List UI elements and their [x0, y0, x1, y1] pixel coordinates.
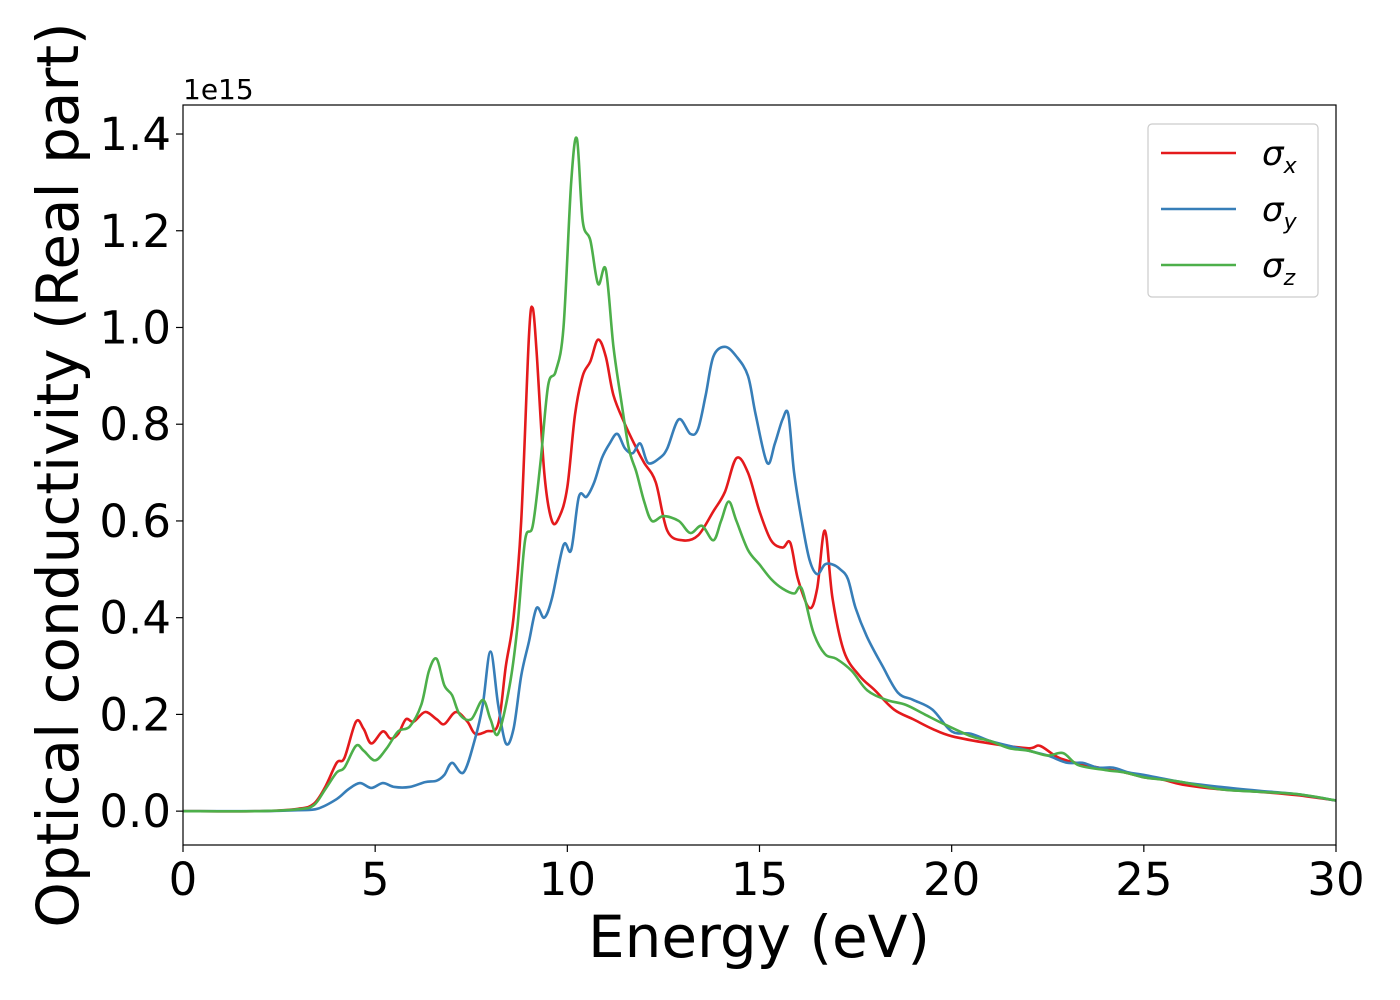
y-axis: 0.0 0.2 0.4 0.6 0.8 1.0 1.2 1.4 [99, 108, 183, 838]
y-tick-label: 0.2 [99, 688, 171, 741]
legend-label-y: σy [1262, 190, 1298, 235]
legend-subscript: z [1283, 266, 1296, 291]
y-tick-label: 0.0 [99, 785, 171, 838]
legend-subscript: y [1283, 210, 1298, 235]
y-tick-label: 0.4 [99, 592, 171, 645]
y-tick-label: 1.0 [99, 301, 171, 354]
x-tick-label: 25 [1115, 853, 1172, 906]
x-tick-label: 5 [361, 853, 390, 906]
series-line-x [182, 305, 1337, 813]
x-tick-label: 20 [923, 853, 980, 906]
y-tick-label: 0.6 [99, 495, 171, 548]
x-axis-title: Energy (eV) [588, 903, 930, 971]
y-tick-label: 0.8 [99, 398, 171, 451]
series-layer [182, 136, 1337, 813]
legend-symbol: σ [1262, 246, 1285, 286]
legend-label-x: σx [1262, 134, 1298, 179]
legend-subscript: x [1283, 154, 1298, 179]
legend-symbol: σ [1262, 190, 1285, 230]
series-line-z [182, 136, 1337, 813]
legend-label-z: σz [1262, 246, 1296, 291]
legend-symbol: σ [1262, 134, 1285, 174]
x-tick-label: 0 [169, 853, 198, 906]
y-offset-label: 1e15 [183, 73, 254, 106]
legend-box [1147, 123, 1319, 298]
x-axis: 0 5 10 15 20 25 30 [169, 845, 1365, 906]
y-tick-label: 1.2 [99, 205, 171, 258]
x-tick-label: 15 [731, 853, 788, 906]
y-tick-label: 1.4 [99, 108, 171, 161]
x-tick-label: 30 [1307, 853, 1364, 906]
y-axis-title: Optical conductivity (Real part) [24, 22, 92, 927]
x-tick-label: 10 [539, 853, 596, 906]
